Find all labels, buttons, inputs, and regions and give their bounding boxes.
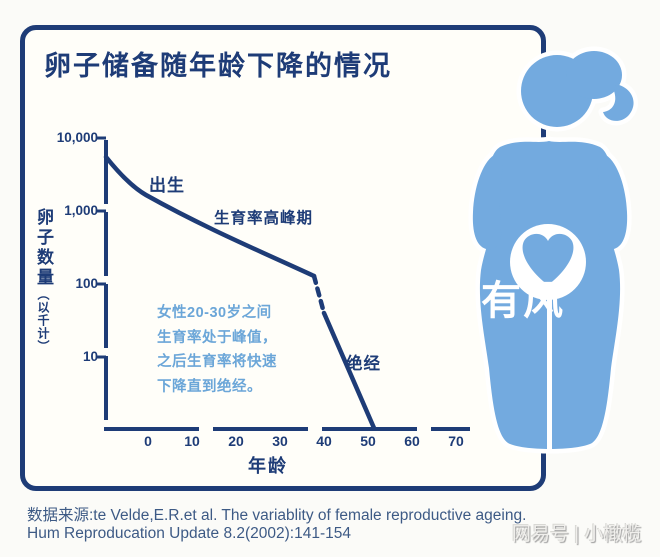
- figure-details: [510, 224, 586, 449]
- figure-left-arm: [472, 155, 503, 250]
- x-tick-40: 40: [316, 433, 332, 449]
- x-tick-70: 70: [448, 433, 464, 449]
- source-citation-line1: 数据来源:te Velde,E.R.et al. The variablity …: [27, 507, 527, 524]
- x-tick-30: 30: [272, 433, 288, 449]
- y-tick-100: 100: [75, 276, 98, 291]
- y-tick-10000: 10,000: [56, 130, 98, 145]
- y-tick-10: 10: [82, 349, 98, 364]
- x-tick-50: 50: [360, 433, 376, 449]
- note-line: 女性20-30岁之间: [157, 305, 272, 321]
- curve-solid-lower: [321, 310, 377, 431]
- annotation-birth: 出生: [149, 176, 185, 195]
- note-block: 女性20-30岁之间 生育率处于峰值， 之后生育率将快速 下降直到绝经。: [157, 301, 277, 399]
- watermark-credit: 网易号 | 小橄榄: [512, 524, 642, 545]
- curve-solid-upper: [103, 154, 317, 279]
- x-axis-title: 年龄: [248, 456, 288, 476]
- x-tick-20: 20: [228, 433, 244, 449]
- y-axis-title: 卵子数量（以千计）: [32, 208, 54, 353]
- x-tick-60: 60: [404, 433, 420, 449]
- annotation-peak-fertility: 生育率高峰期: [214, 210, 314, 227]
- figure-right-arm: [597, 155, 628, 250]
- annotation-menopause: 绝经: [346, 355, 381, 373]
- figure-hair-curl: [603, 84, 634, 121]
- note-line: 生育率处于峰值，: [157, 329, 277, 346]
- curve-dashed-segment: [311, 273, 327, 316]
- x-tick-0: 0: [144, 433, 152, 449]
- y-axis-ticks: [96, 136, 106, 359]
- page-title: 卵子储备随年龄下降的情况: [44, 51, 392, 81]
- axes: [96, 136, 470, 431]
- watermark-figure-text: 有风: [481, 279, 565, 323]
- figure-ponytail: [566, 51, 622, 99]
- note-line: 之后生育率将快速: [157, 354, 277, 370]
- heart-icon: [522, 233, 574, 285]
- y-tick-1000: 1,000: [64, 203, 98, 218]
- decline-curve: [103, 154, 377, 431]
- y-axis-title-main: 卵子数量: [34, 208, 53, 288]
- source-citation-line2: Hum Reproducation Update 8.2(2002):141-1…: [27, 525, 351, 542]
- note-line: 下降直到绝经。: [157, 378, 262, 395]
- x-tick-10: 10: [184, 433, 200, 449]
- y-axis-title-unit: （以千计）: [36, 288, 50, 353]
